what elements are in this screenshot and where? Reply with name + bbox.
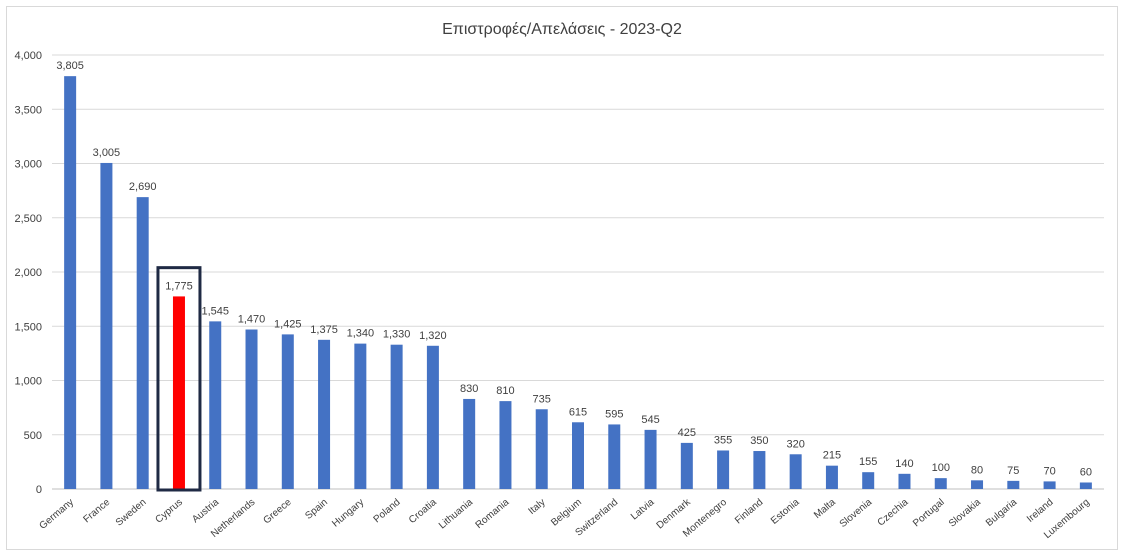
data-label-poland: 1,330 <box>383 329 411 341</box>
x-tick-label-lithuania: Lithuania <box>437 497 476 532</box>
data-label-slovakia: 80 <box>971 464 983 476</box>
data-label-malta: 215 <box>823 450 841 462</box>
y-tick-label: 3,500 <box>14 104 42 116</box>
data-label-ireland: 70 <box>1043 465 1055 477</box>
y-tick-label: 500 <box>24 430 42 442</box>
data-label-netherlands: 1,470 <box>238 314 266 326</box>
x-tick-label-slovenia: Slovenia <box>838 497 875 530</box>
y-tick-label: 3,000 <box>14 159 42 171</box>
bar-lithuania <box>463 398 476 489</box>
x-tick-label-finland: Finland <box>733 497 765 527</box>
bar-germany <box>64 76 77 489</box>
y-tick-label: 2,000 <box>14 267 42 279</box>
y-tick-label: 4,000 <box>14 50 42 62</box>
x-tick-label-portugal: Portugal <box>911 497 947 529</box>
bar-malta <box>825 465 838 489</box>
bar-finland <box>753 451 766 489</box>
bar-poland <box>390 344 403 489</box>
bar-denmark <box>680 442 693 489</box>
chart-frame <box>6 6 1118 550</box>
data-label-switzerland: 595 <box>605 408 623 420</box>
data-label-belgium: 615 <box>569 406 587 418</box>
data-label-bulgaria: 75 <box>1007 465 1019 477</box>
bar-switzerland <box>608 424 621 489</box>
y-axis: 0 500 1,000 1,500 2,000 2,500 3,000 3,500 4,000 <box>14 50 42 496</box>
x-tick-label-germany: Germany <box>37 497 76 532</box>
x-tick-label-czechia: Czechia <box>876 497 911 529</box>
data-label-austria: 1,545 <box>201 305 229 317</box>
data-label-spain: 1,375 <box>310 324 338 336</box>
data-label-luxembourg: 60 <box>1080 466 1092 478</box>
x-tick-label-greece: Greece <box>262 497 295 527</box>
bar-estonia <box>789 454 802 489</box>
bar-hungary <box>354 343 367 489</box>
bar-sweden <box>136 197 149 489</box>
x-tick-label-austria: Austria <box>190 497 221 526</box>
x-tick-label-croatia: Croatia <box>407 497 439 526</box>
data-label-france: 3,005 <box>93 147 121 159</box>
data-label-cyprus: 1,775 <box>165 280 193 292</box>
x-tick-label-italy: Italy <box>527 497 548 517</box>
bar-belgium <box>572 422 584 489</box>
bar-france <box>100 162 113 489</box>
x-tick-label-estonia: Estonia <box>769 497 802 527</box>
data-label-portugal: 100 <box>932 462 950 474</box>
bar-portugal <box>934 478 947 489</box>
x-tick-label-latvia: Latvia <box>629 497 657 523</box>
y-tick-label: 2,500 <box>14 213 42 225</box>
bar-greece <box>281 334 294 489</box>
y-tick-label: 1,000 <box>14 376 42 388</box>
x-tick-label-belgium: Belgium <box>549 497 584 529</box>
bar-netherlands <box>245 329 258 489</box>
data-label-sweden: 2,690 <box>129 181 157 193</box>
bar-ireland <box>1043 481 1056 489</box>
x-tick-label-ireland: Ireland <box>1025 497 1055 525</box>
y-tick-label: 0 <box>36 484 42 496</box>
y-tick-label: 1,500 <box>14 321 42 333</box>
chart-title: Επιστροφές/Απελάσεις - 2023-Q2 <box>442 21 682 38</box>
bar-austria <box>209 321 222 489</box>
x-tick-label-bulgaria: Bulgaria <box>984 497 1020 529</box>
data-label-denmark: 425 <box>678 427 696 439</box>
bars <box>64 76 1092 492</box>
x-tick-label-poland: Poland <box>372 497 403 525</box>
bar-cyprus <box>172 296 185 489</box>
x-tick-label-spain: Spain <box>303 497 330 522</box>
bar-montenegro <box>717 450 730 489</box>
data-label-hungary: 1,340 <box>347 328 375 340</box>
data-label-finland: 350 <box>750 435 768 447</box>
data-label-croatia: 1,320 <box>419 330 447 342</box>
x-tick-label-cyprus: Cyprus <box>154 497 185 526</box>
data-label-romania: 810 <box>496 385 514 397</box>
x-tick-label-sweden: Sweden <box>114 497 149 529</box>
data-label-germany: 3,805 <box>56 60 84 72</box>
x-tick-label-france: France <box>81 497 112 526</box>
data-label-czechia: 140 <box>895 458 913 470</box>
x-tick-label-romania: Romania <box>474 497 512 531</box>
bar-romania <box>499 401 512 489</box>
bar-slovakia <box>971 480 984 489</box>
x-tick-label-malta: Malta <box>812 497 838 521</box>
data-label-latvia: 545 <box>641 414 659 426</box>
x-axis: Germany France Sweden Cyprus AustriaNetherla… <box>37 496 1091 541</box>
data-label-slovenia: 155 <box>859 456 877 468</box>
bar-italy <box>535 409 548 489</box>
x-tick-label-slovakia: Slovakia <box>947 497 983 530</box>
data-label-montenegro: 355 <box>714 434 732 446</box>
bar-czechia <box>898 473 911 489</box>
data-label-greece: 1,425 <box>274 318 302 330</box>
data-labels: 3,805 3,005 2,690 1,775 1,545 1,470 1,425 1,375… <box>56 60 1092 478</box>
highlight-box <box>156 266 202 492</box>
bar-croatia <box>426 345 439 489</box>
bar-spain <box>318 339 331 489</box>
data-label-lithuania: 830 <box>460 383 478 395</box>
x-tick-label-hungary: Hungary <box>330 497 366 530</box>
bar-slovenia <box>862 472 875 489</box>
bar-luxembourg <box>1079 482 1092 489</box>
data-label-estonia: 320 <box>786 438 804 450</box>
bar-bulgaria <box>1007 480 1020 489</box>
data-label-italy: 735 <box>533 393 551 405</box>
bar-latvia <box>644 429 657 489</box>
